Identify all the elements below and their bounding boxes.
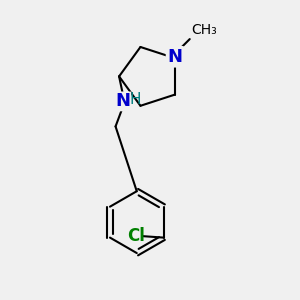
Text: CH₃: CH₃ (191, 23, 217, 37)
Text: N: N (167, 48, 182, 66)
Text: N: N (116, 92, 130, 110)
Text: H: H (130, 92, 141, 107)
Text: Cl: Cl (127, 226, 145, 244)
